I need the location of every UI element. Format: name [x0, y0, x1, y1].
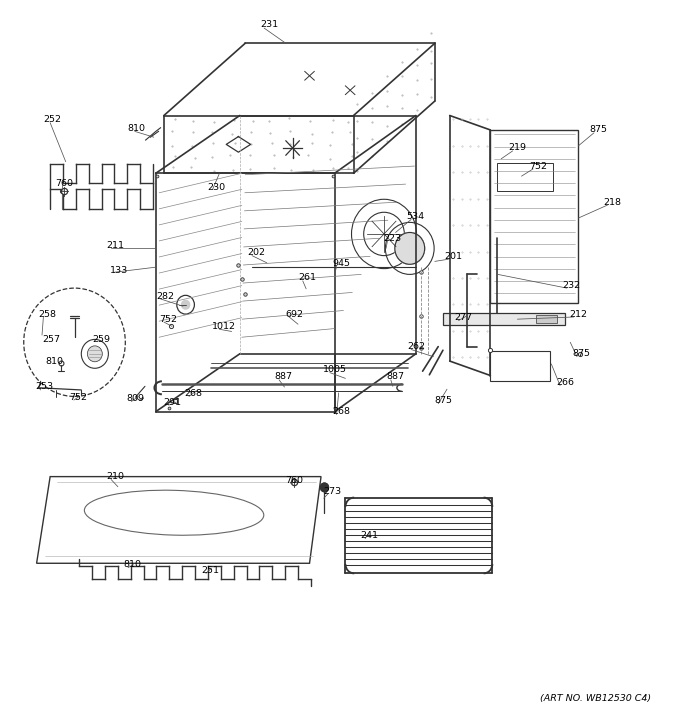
Text: 257: 257: [42, 335, 60, 344]
Text: 210: 210: [106, 472, 124, 481]
Text: 752: 752: [160, 315, 177, 323]
Circle shape: [182, 300, 190, 309]
Text: 253: 253: [35, 382, 53, 391]
Text: 1005: 1005: [322, 365, 347, 374]
Text: 809: 809: [126, 394, 144, 403]
Text: 945: 945: [333, 259, 350, 268]
Text: 752: 752: [529, 162, 547, 170]
Text: 692: 692: [285, 310, 303, 318]
Text: 875: 875: [573, 349, 591, 358]
Text: 201: 201: [444, 252, 462, 261]
Text: 534: 534: [407, 212, 425, 221]
Polygon shape: [443, 313, 565, 325]
Circle shape: [88, 346, 102, 362]
Text: 252: 252: [44, 115, 61, 124]
Text: 752: 752: [69, 393, 87, 402]
Text: 251: 251: [201, 566, 219, 575]
Text: 266: 266: [556, 378, 574, 387]
Text: 282: 282: [156, 291, 174, 301]
Bar: [537, 315, 557, 323]
Text: 760: 760: [55, 179, 73, 188]
Text: 810: 810: [128, 124, 146, 133]
Text: 291: 291: [164, 398, 182, 407]
Text: 133: 133: [109, 265, 128, 275]
Text: 211: 211: [106, 241, 124, 250]
Text: 241: 241: [360, 531, 378, 540]
Text: 232: 232: [562, 281, 581, 290]
Text: 261: 261: [299, 273, 316, 283]
Circle shape: [395, 233, 424, 265]
Bar: [490, 351, 550, 381]
Text: 887: 887: [386, 373, 405, 381]
Text: 223: 223: [383, 233, 401, 243]
Text: 887: 887: [275, 373, 293, 381]
Text: 1012: 1012: [211, 322, 235, 331]
Text: 273: 273: [323, 486, 341, 496]
Text: 875: 875: [434, 397, 452, 405]
Text: 212: 212: [569, 310, 588, 318]
Bar: [497, 163, 553, 191]
Text: 875: 875: [590, 125, 608, 134]
Text: 810: 810: [45, 357, 63, 365]
Circle shape: [320, 483, 328, 492]
Text: 268: 268: [184, 389, 202, 398]
Text: 760: 760: [286, 476, 304, 485]
Text: 230: 230: [207, 183, 226, 192]
Text: 202: 202: [248, 248, 266, 257]
Text: 268: 268: [333, 407, 350, 416]
Text: 231: 231: [260, 20, 278, 29]
Text: 277: 277: [454, 313, 472, 322]
Text: 810: 810: [123, 560, 141, 569]
Text: (ART NO. WB12530 C4): (ART NO. WB12530 C4): [541, 695, 651, 703]
Text: 262: 262: [407, 342, 425, 351]
Text: 259: 259: [92, 335, 110, 344]
Text: 218: 218: [603, 198, 622, 207]
Text: 219: 219: [509, 144, 526, 152]
Text: 258: 258: [39, 310, 56, 318]
